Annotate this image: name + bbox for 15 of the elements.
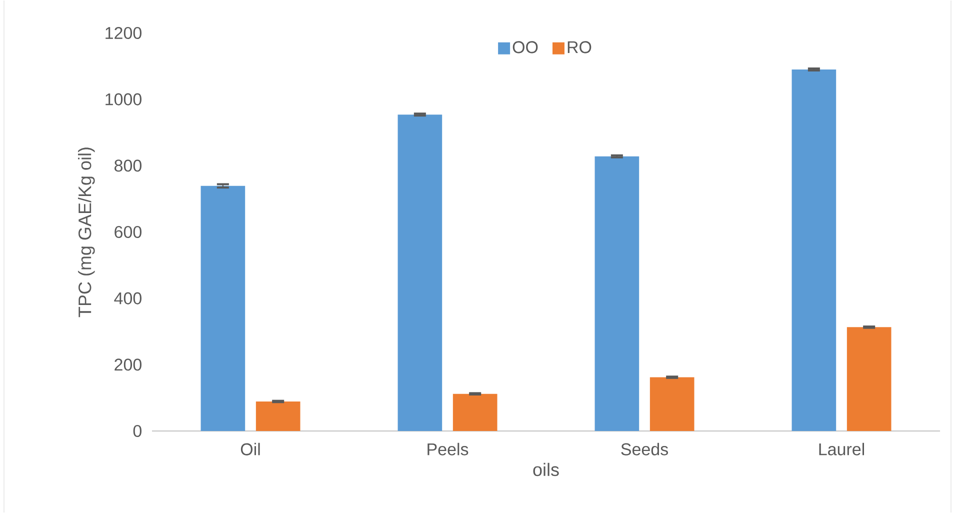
y-tick-label: 800 [114, 160, 142, 172]
x-axis-title: oils [533, 462, 559, 476]
y-axis-title: TPC (mg GAE/Kg oil) [78, 148, 95, 318]
y-tick-label: 0 [133, 424, 142, 438]
x-tick-label: Oil [240, 442, 260, 456]
x-tick-label: Laurel [819, 442, 864, 456]
y-tick-label: 400 [114, 292, 142, 304]
legend-label: OO [512, 41, 538, 54]
y-tick-label: 600 [114, 226, 142, 238]
x-tick-label: Seeds [621, 442, 668, 456]
y-tick-label: 200 [114, 358, 142, 371]
y-tick-label: 1200 [106, 26, 142, 40]
y-tick-label: 1000 [106, 93, 142, 106]
legend-label: RO [568, 41, 592, 54]
x-tick-label: Peels [428, 442, 468, 456]
